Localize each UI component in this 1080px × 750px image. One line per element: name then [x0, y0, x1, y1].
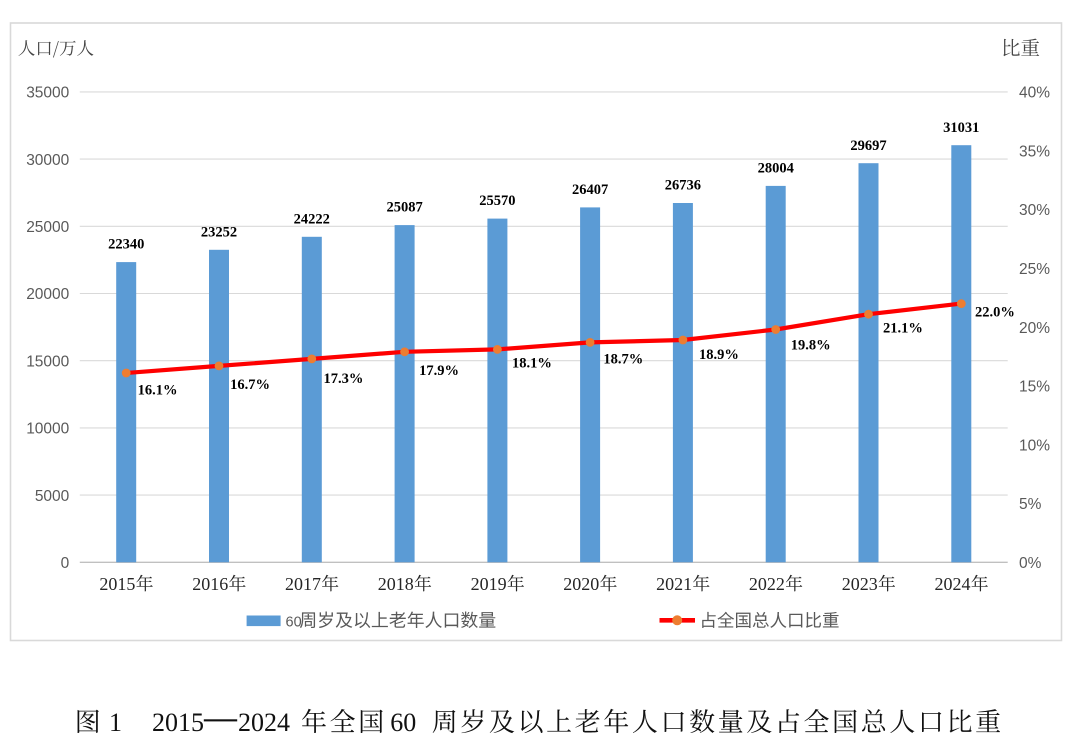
svg-text:40%: 40%	[1019, 85, 1050, 102]
svg-text:22.0%: 22.0%	[975, 305, 1015, 321]
svg-text:26407: 26407	[572, 182, 608, 198]
svg-text:5000: 5000	[35, 488, 70, 505]
svg-text:31031: 31031	[943, 120, 979, 136]
svg-text:25%: 25%	[1019, 261, 1050, 278]
svg-text:16.7%: 16.7%	[230, 377, 270, 393]
svg-text:18.1%: 18.1%	[512, 356, 552, 372]
svg-text:20%: 20%	[1019, 320, 1050, 337]
svg-text:17.9%: 17.9%	[419, 363, 459, 379]
svg-text:10000: 10000	[26, 421, 69, 438]
svg-text:2021: 2021	[656, 574, 692, 594]
svg-text:1: 1	[109, 708, 122, 737]
svg-text:20000: 20000	[26, 286, 69, 303]
svg-text:0%: 0%	[1019, 555, 1042, 572]
svg-text:21.1%: 21.1%	[883, 321, 923, 337]
svg-text:2024: 2024	[238, 708, 290, 737]
svg-text:2016: 2016	[192, 574, 228, 594]
svg-text:35000: 35000	[26, 85, 69, 102]
svg-text:30%: 30%	[1019, 202, 1050, 219]
svg-text:25570: 25570	[479, 193, 515, 209]
svg-text:2020: 2020	[563, 574, 599, 594]
svg-text:2022: 2022	[749, 574, 785, 594]
svg-text:29697: 29697	[850, 138, 886, 154]
svg-text:15%: 15%	[1019, 379, 1050, 396]
svg-text:2023: 2023	[842, 574, 878, 594]
svg-text:0: 0	[61, 555, 70, 572]
svg-text:30000: 30000	[26, 152, 69, 169]
svg-text:60: 60	[390, 708, 416, 737]
svg-text:2018: 2018	[378, 574, 414, 594]
svg-text:2019: 2019	[471, 574, 507, 594]
svg-text:5%: 5%	[1019, 496, 1042, 513]
svg-text:23252: 23252	[201, 224, 237, 240]
svg-text:35%: 35%	[1019, 143, 1050, 160]
svg-text:2015: 2015	[152, 708, 204, 737]
svg-text:24222: 24222	[294, 211, 330, 227]
svg-text:10%: 10%	[1019, 437, 1050, 454]
svg-text:25000: 25000	[26, 219, 69, 236]
svg-text:19.8%: 19.8%	[791, 338, 831, 354]
svg-text:2024: 2024	[935, 574, 971, 594]
svg-text:22340: 22340	[108, 237, 144, 253]
svg-text:25087: 25087	[386, 200, 422, 216]
svg-text:26736: 26736	[665, 178, 701, 194]
svg-text:17.3%: 17.3%	[323, 371, 363, 387]
svg-text:60: 60	[286, 614, 302, 630]
svg-text:15000: 15000	[26, 353, 69, 370]
svg-text:18.9%: 18.9%	[699, 347, 739, 363]
svg-text:2015: 2015	[99, 574, 135, 594]
svg-text:28004: 28004	[758, 161, 794, 177]
svg-text:18.7%: 18.7%	[603, 352, 643, 368]
svg-text:16.1%: 16.1%	[138, 382, 178, 398]
svg-text:2017: 2017	[285, 574, 321, 594]
